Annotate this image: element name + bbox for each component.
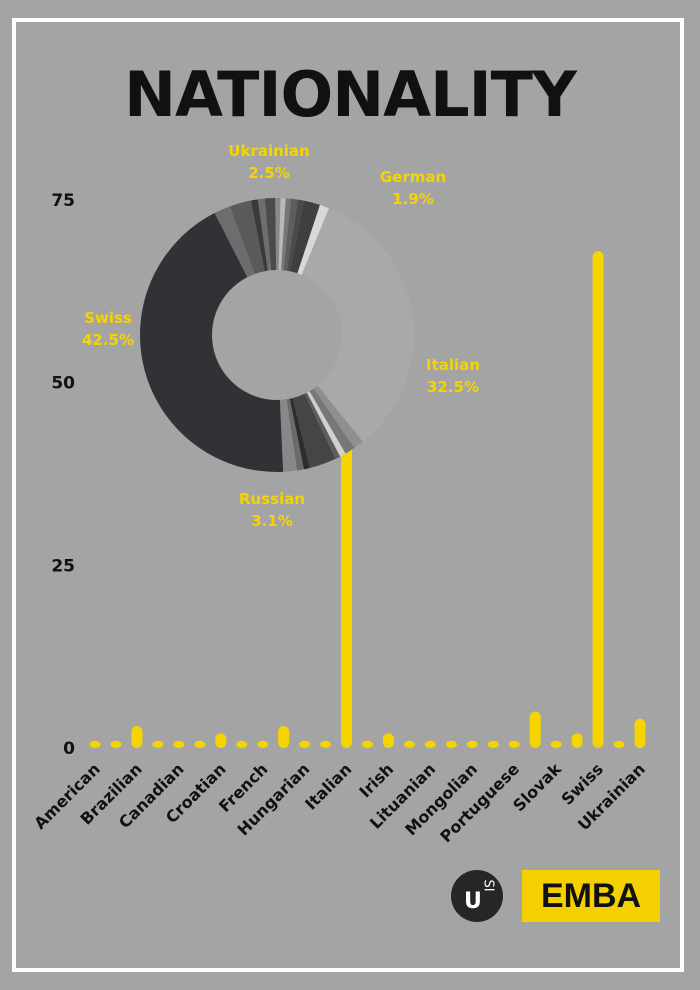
bar-unlabeled-7 [236, 740, 248, 748]
donut-slice [297, 204, 330, 275]
donut-label-russian: Russian [239, 490, 305, 508]
donut-value-ukrainian: 2.5% [248, 164, 290, 182]
usi-logo-letter-u: U [464, 889, 482, 914]
bar-unlabeled-5 [194, 740, 206, 748]
bar-mongolian [466, 740, 478, 748]
bar-ukrainian [634, 718, 646, 748]
donut-slice [264, 198, 277, 271]
bar-canadian [173, 740, 185, 748]
bar-unlabeled-1 [110, 740, 122, 748]
bar-unlabeled-23 [571, 733, 583, 748]
bar-unlabeled-17 [445, 740, 457, 748]
donut-slice [286, 398, 304, 471]
donut-slice [289, 200, 321, 274]
donut-value-german: 1.9% [392, 190, 434, 208]
usi-logo: U SI [451, 870, 503, 922]
usi-logo-letters-si: SI [480, 879, 496, 892]
bar-unlabeled-19 [487, 740, 499, 748]
y-tick-label: 0 [63, 739, 75, 759]
donut-value-swiss: 42.5% [82, 331, 134, 349]
donut-label-italian: Italian [426, 356, 480, 374]
donut-slice [301, 208, 414, 442]
emba-badge: EMBA [522, 870, 660, 922]
bar-french [257, 740, 269, 748]
bar-unlabeled-3 [152, 740, 164, 748]
donut-slice [229, 200, 265, 274]
donut-label-ukrainian: Ukrainian [228, 142, 309, 160]
donut-slice [304, 392, 341, 459]
donut-slice [286, 199, 304, 272]
donut-slice [214, 206, 255, 278]
y-tick-label: 75 [51, 191, 75, 211]
donut-slice [250, 199, 268, 272]
donut-slice [275, 197, 281, 271]
donut-slice [279, 399, 298, 472]
y-tick-label: 25 [51, 556, 75, 576]
y-tick-label: 50 [51, 374, 75, 394]
donut-slice [140, 213, 284, 472]
donut-slice [289, 398, 310, 470]
y-axis: 0 25 50 75 [51, 191, 75, 759]
donut-slice [281, 198, 291, 271]
bar-italian [341, 368, 353, 748]
bar-unlabeled-15 [403, 740, 415, 748]
bar-unlabeled-13 [362, 740, 373, 748]
donut-slice [278, 198, 286, 271]
donut-label-swiss: Swiss [84, 309, 132, 327]
donut-slice [306, 391, 346, 457]
bar-swiss [592, 251, 604, 748]
donut-slice [257, 198, 272, 271]
x-axis: AmericanBrazilianCanadianCroatianFrenchH… [30, 759, 649, 846]
donut-labels: Ukrainian 2.5% German 1.9% Italian 32.5% Russi… [82, 142, 480, 530]
bar-hungarian [299, 740, 311, 748]
bar-unlabeled-21 [529, 711, 541, 748]
bar-unlabeled-9 [278, 726, 290, 748]
donut-slice [283, 198, 298, 271]
donut-slice [313, 385, 363, 449]
bar-series [89, 251, 646, 748]
donut-value-italian: 32.5% [427, 378, 479, 396]
bar-american [89, 740, 101, 748]
bar-portuguese [508, 740, 520, 748]
x-tick-label: Italian [301, 759, 355, 813]
bar-lituanian [424, 740, 436, 748]
bar-irish [382, 733, 394, 748]
donut-slice [309, 388, 355, 454]
bar-croatian [215, 733, 227, 748]
donut-label-german: German [380, 168, 446, 186]
page-border [12, 18, 684, 972]
bar-unlabeled-11 [320, 740, 332, 748]
bar-slovak [550, 740, 562, 748]
page-title: NATIONALITY [124, 58, 577, 131]
donut-slice [292, 393, 336, 468]
donut-value-russian: 3.1% [251, 512, 293, 530]
bar-brazilian [131, 726, 143, 748]
bar-unlabeled-25 [613, 740, 625, 748]
donut-chart [140, 197, 414, 472]
